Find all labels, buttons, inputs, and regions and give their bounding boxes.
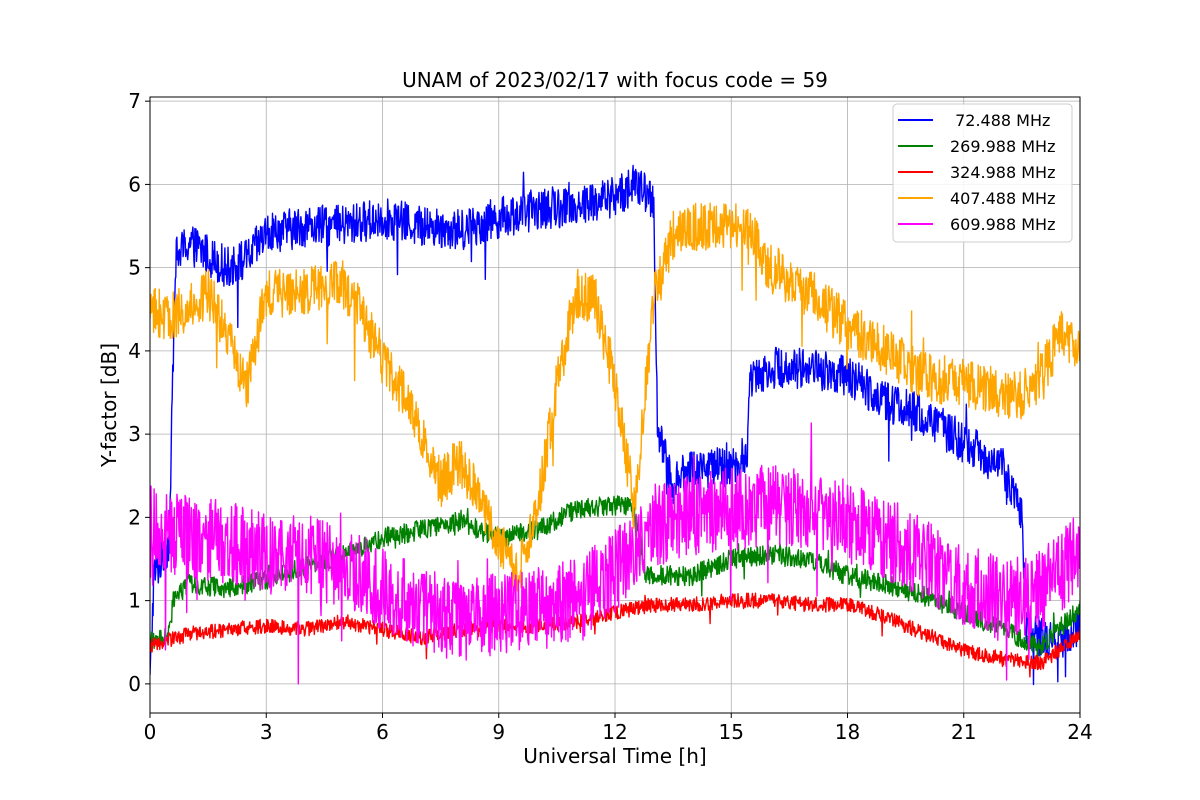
- x-tick-label: 24: [1067, 720, 1092, 744]
- chart-title: UNAM of 2023/02/17 with focus code = 59: [402, 68, 828, 92]
- y-tick-label: 4: [128, 339, 141, 363]
- legend-label: 324.988 MHz: [950, 163, 1055, 182]
- x-tick-label: 3: [260, 720, 273, 744]
- y-tick-label: 5: [128, 256, 141, 280]
- y-tick-label: 6: [128, 172, 141, 196]
- series-area: [150, 164, 1080, 686]
- y-tick-label: 3: [128, 422, 141, 446]
- legend: 72.488 MHz 269.988 MHz 324.988 MHz 407.488 …: [892, 103, 1073, 243]
- y-tick-label: 7: [128, 89, 141, 113]
- y-tick-label: 1: [128, 589, 141, 613]
- series-line-0: [150, 164, 1080, 686]
- x-tick-label: 21: [951, 720, 976, 744]
- series-line-4: [150, 422, 1080, 685]
- x-tick-label: 6: [376, 720, 389, 744]
- legend-label: 609.988 MHz: [950, 215, 1055, 234]
- legend-label: 269.988 MHz: [950, 137, 1055, 156]
- y-tick-label: 0: [128, 672, 141, 696]
- legend-label: 72.488 MHz: [950, 111, 1050, 130]
- y-tick-label: 2: [128, 505, 141, 529]
- legend-box: [892, 103, 1073, 243]
- x-tick-label: 9: [492, 720, 505, 744]
- x-tick-label: 15: [719, 720, 744, 744]
- x-tick-label: 18: [835, 720, 860, 744]
- x-tick-label: 12: [602, 720, 627, 744]
- y-axis-label: Y-factor [dB]: [97, 343, 121, 468]
- x-tick-label: 0: [144, 720, 157, 744]
- x-axis-label: Universal Time [h]: [523, 744, 706, 768]
- series-line-3: [150, 202, 1080, 592]
- legend-label: 407.488 MHz: [950, 189, 1055, 208]
